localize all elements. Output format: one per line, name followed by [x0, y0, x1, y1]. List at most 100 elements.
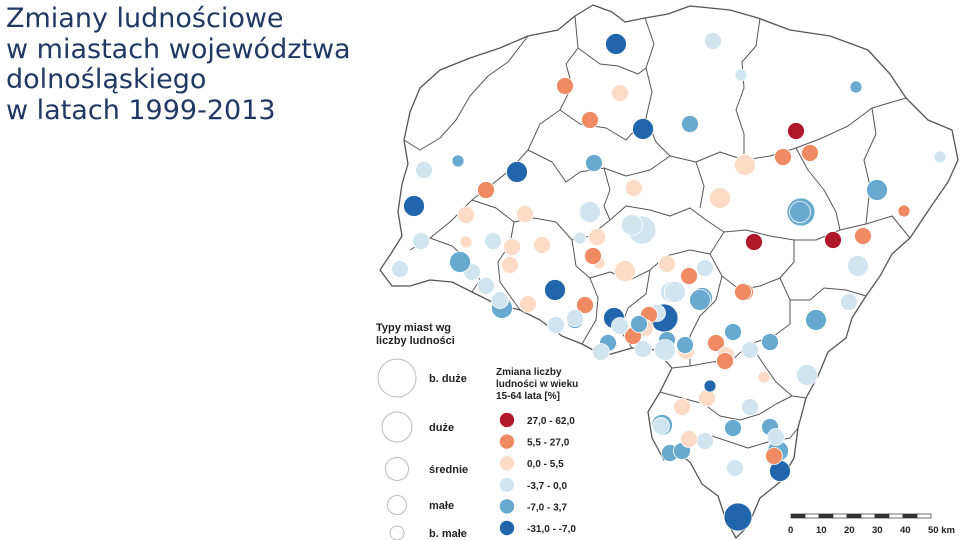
city-marker: [765, 447, 783, 465]
scale-tick-label: 40: [900, 525, 911, 536]
city-marker: [503, 238, 521, 256]
legend-size-label: b. duże: [429, 373, 467, 385]
city-marker: [745, 233, 763, 251]
legend-size-label: średnie: [429, 464, 468, 476]
city-marker: [761, 333, 779, 351]
legend-class-swatch: [499, 412, 515, 428]
scale-bar-segment: [832, 513, 848, 519]
city-marker: [477, 277, 495, 295]
city-marker: [585, 154, 603, 172]
city-marker: [696, 259, 714, 277]
city-marker: [391, 260, 409, 278]
city-marker: [724, 323, 742, 341]
city-marker: [605, 33, 627, 55]
city-marker: [566, 309, 584, 327]
scale-tick-label: 20: [844, 525, 855, 536]
city-marker: [491, 291, 509, 309]
scale-bar-segment: [888, 513, 904, 519]
district-boundary: [589, 231, 725, 281]
city-marker: [774, 148, 792, 166]
city-marker: [680, 267, 698, 285]
district-boundary: [644, 17, 907, 163]
voivodeship-boundaries: [379, 4, 959, 539]
city-marker: [726, 459, 744, 477]
district-boundary: [790, 287, 867, 301]
city-marker: [724, 419, 742, 437]
legend-class-swatch: [499, 520, 515, 536]
district-boundary: [571, 239, 599, 345]
legend-size-symbol: [377, 358, 417, 398]
city-marker: [506, 161, 528, 183]
district-boundary: [577, 47, 647, 75]
district-boundary: [559, 109, 647, 141]
city-marker: [547, 316, 565, 334]
city-marker: [664, 281, 686, 303]
legend-class-swatch: [499, 476, 515, 493]
city-marker: [621, 214, 643, 236]
title-line-4: w latach 1999-2013: [6, 94, 276, 126]
title-line-3: dolnośląskiego: [6, 64, 207, 95]
city-marker: [767, 428, 785, 446]
city-marker: [696, 432, 714, 450]
scale-tick-label: 10: [816, 525, 827, 536]
city-marker: [501, 256, 519, 274]
legend-sizes-title: Typy miast wg: [376, 322, 451, 334]
scale-bar-segment: [846, 513, 862, 519]
city-marker: [866, 179, 888, 201]
legend-classes-title: ludności w wieku: [496, 379, 578, 390]
city-marker: [681, 115, 699, 133]
city-marker: [519, 295, 537, 313]
legend-size-symbol: [381, 411, 413, 443]
legend-class-label: 27,0 - 62,0: [527, 416, 575, 427]
voivodeship-outline: [379, 4, 959, 539]
legend-sizes-title: liczby ludności: [376, 335, 455, 347]
legend-size-symbol: [387, 495, 407, 515]
district-boundary: [749, 343, 807, 399]
city-marker: [741, 398, 759, 416]
legend-class-label: 0,0 - 5,5: [527, 459, 564, 470]
city-marker: [676, 336, 694, 354]
legend-class-label: -7,0 - 3,7: [527, 502, 567, 513]
city-marker: [734, 154, 756, 176]
city-marker: [707, 334, 725, 352]
city-marker: [698, 389, 716, 407]
scale-bar-segment: [874, 513, 890, 519]
city-marker: [716, 352, 734, 370]
legend-size-symbol: [389, 525, 405, 540]
city-marker: [556, 77, 574, 95]
city-marker: [579, 201, 601, 223]
scale-tick-label: 30: [872, 525, 883, 536]
city-marker: [734, 68, 748, 82]
city-marker: [625, 179, 643, 197]
city-marker: [630, 315, 648, 333]
scale-bar-segment: [790, 513, 806, 519]
city-marker: [840, 293, 858, 311]
city-marker: [533, 236, 551, 254]
city-marker: [588, 228, 606, 246]
city-marker: [824, 231, 842, 249]
city-marker: [658, 255, 676, 273]
district-boundary: [735, 17, 761, 160]
city-marker: [805, 309, 827, 331]
city-marker: [634, 340, 652, 358]
city-marker: [449, 251, 471, 273]
legend-size-label: duże: [429, 422, 454, 434]
city-marker: [680, 430, 698, 448]
city-marker: [801, 144, 819, 162]
district-boundary: [471, 199, 911, 241]
city-marker: [741, 341, 759, 359]
scale-bar-segment: [818, 513, 834, 519]
city-marker: [573, 231, 587, 245]
city-marker: [544, 279, 566, 301]
city-marker: [854, 227, 872, 245]
city-marker: [709, 187, 731, 209]
scale-bar: 0 10 20 30 40 50 km: [788, 513, 955, 536]
city-marker: [654, 339, 676, 361]
city-marker: [581, 111, 599, 129]
district-boundary: [603, 167, 611, 221]
city-marker: [576, 296, 594, 314]
scale-bar-segment: [860, 513, 876, 519]
title-line-2: w miastach województwa: [6, 33, 351, 65]
